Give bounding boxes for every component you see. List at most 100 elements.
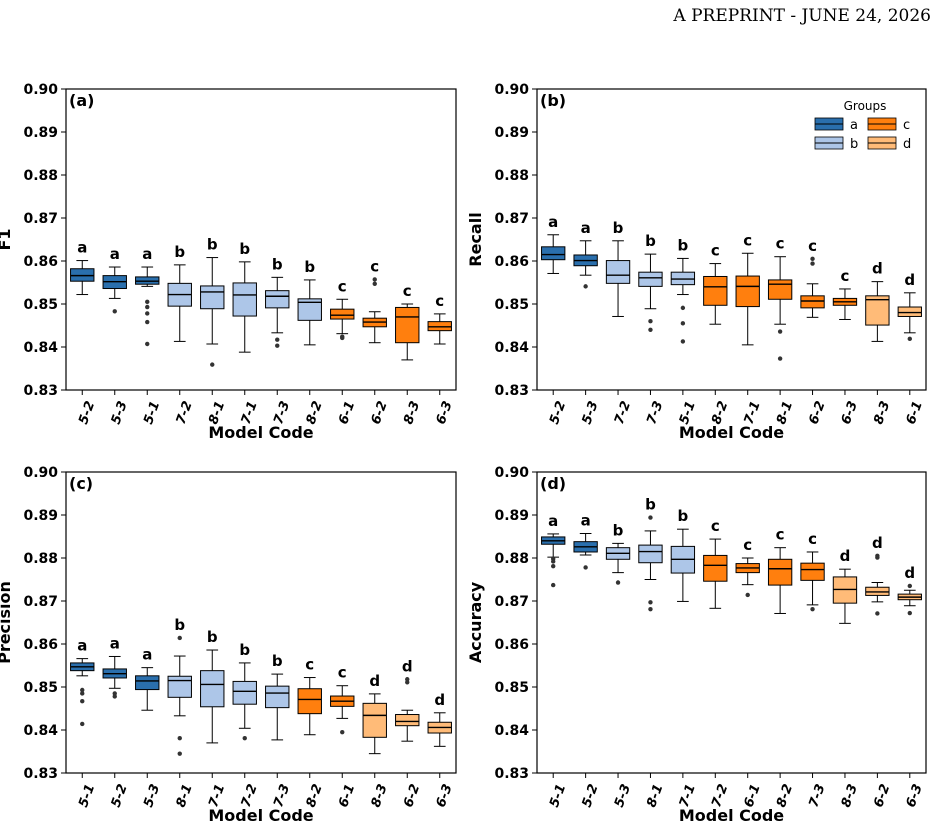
outlier-point: [777, 356, 783, 361]
y-tick-label: 0.87: [494, 594, 529, 610]
y-tick-label: 0.88: [23, 168, 58, 184]
group-letter: b: [678, 507, 689, 525]
group-letter: a: [581, 219, 591, 237]
group-letter: a: [110, 245, 120, 263]
group-letter: c: [435, 292, 444, 310]
outlier-point: [177, 751, 182, 756]
x-axis-label: Model Code: [679, 423, 784, 442]
outlier-point: [875, 555, 880, 560]
box-6-2: d: [865, 534, 890, 616]
iqr-box: [703, 275, 728, 306]
box-7-1: b: [670, 507, 696, 602]
group-letter: c: [776, 235, 785, 253]
group-letter: b: [174, 616, 185, 634]
group-letter: c: [808, 237, 817, 255]
group-letter: b: [645, 232, 656, 250]
x-tick-label: 7-3: [806, 782, 828, 809]
group-letter: c: [305, 656, 314, 674]
group-letter: b: [207, 236, 218, 254]
outlier-point: [680, 305, 686, 311]
box-8-2: c: [767, 526, 793, 614]
x-tick-label: 8-1: [644, 782, 666, 809]
x-tick-label: 5-2: [76, 399, 98, 426]
box-8-2: c: [703, 242, 728, 325]
box-6-3: d: [427, 691, 452, 747]
x-tick-label: 5-2: [580, 782, 602, 809]
x-tick-label: 5-3: [109, 399, 131, 426]
outlier-point: [405, 677, 410, 682]
x-axis-label: Model Code: [208, 423, 313, 442]
legend: Groups a c b d: [814, 99, 911, 152]
y-tick-label: 0.87: [23, 211, 58, 227]
outlier-point: [648, 606, 653, 612]
iqr-box: [541, 246, 566, 261]
x-tick-label: 6-3: [904, 782, 926, 809]
box-5-3: b: [605, 521, 631, 585]
y-axis-label: Recall: [466, 212, 485, 266]
box-5-1: a: [70, 637, 95, 727]
group-letter: b: [272, 255, 283, 273]
outlier-point: [112, 309, 117, 314]
chart-panel-1: 0.83 0.84 0.85 0.86 0.87 0.88 0.89 0.90 F1 Model …: [0, 82, 457, 442]
outlier-point: [242, 735, 247, 741]
box-8-3: d: [865, 260, 890, 342]
box-6-3: c: [427, 292, 452, 345]
box-7-3: b: [265, 652, 290, 741]
outlier-point: [275, 337, 280, 342]
outlier-point: [145, 319, 150, 325]
box-8-1: b: [200, 236, 225, 367]
y-axis-label: Precision: [0, 581, 14, 664]
outlier-point: [177, 735, 182, 741]
x-tick-label: 5-3: [141, 782, 163, 809]
box-7-1: b: [200, 628, 225, 744]
group-letter: b: [678, 236, 689, 254]
y-tick-label: 0.89: [23, 125, 58, 141]
x-tick-label: 8-1: [774, 399, 796, 426]
group-letter: d: [872, 260, 883, 278]
group-letter: a: [77, 239, 87, 257]
group-letter: d: [872, 534, 883, 552]
box-6-2: d: [395, 657, 420, 742]
legend-label-a: a: [850, 118, 858, 133]
box-7-3: c: [800, 530, 825, 612]
group-letter: d: [904, 271, 915, 289]
y-tick-label: 0.90: [23, 465, 58, 481]
box-6-2: c: [800, 237, 825, 318]
iqr-box: [232, 680, 257, 705]
outlier-point: [907, 610, 912, 616]
x-axis-label: Model Code: [679, 806, 784, 825]
outlier-point: [907, 336, 912, 342]
iqr-box: [800, 295, 825, 309]
group-letter: b: [239, 641, 250, 659]
box-5-2: a: [573, 511, 598, 570]
group-letter: b: [613, 521, 624, 539]
page-header: A PREPRINT - JUNE 24, 2026: [673, 6, 931, 26]
x-tick-label: 8-2: [774, 782, 796, 809]
panel-label: (a): [69, 91, 94, 110]
outlier-point: [615, 580, 621, 585]
group-letter: c: [743, 231, 752, 249]
y-axis-label: F1: [0, 228, 14, 250]
outlier-point: [112, 691, 117, 696]
x-tick-label: 5-2: [547, 399, 569, 426]
box-5-1: a: [135, 245, 160, 347]
box-8-2: c: [297, 656, 322, 736]
x-tick-label: 6-3: [434, 399, 456, 426]
outlier-point: [648, 319, 653, 324]
outlier-point: [340, 729, 345, 735]
group-letter: a: [77, 637, 87, 655]
group-letter: a: [581, 511, 591, 529]
outlier-point: [680, 321, 686, 326]
box-8-2: b: [297, 258, 322, 346]
group-letter: a: [142, 646, 152, 664]
legend-label-c: c: [903, 118, 910, 133]
iqr-box: [297, 298, 322, 321]
group-letter: c: [841, 267, 850, 285]
x-tick-label: 8-2: [304, 399, 326, 426]
plot-frame: [65, 88, 457, 391]
box-8-1: b: [638, 496, 663, 612]
box-6-1: d: [897, 271, 922, 342]
outlier-point: [648, 327, 653, 332]
iqr-box: [265, 290, 290, 309]
iqr-box: [232, 282, 257, 317]
